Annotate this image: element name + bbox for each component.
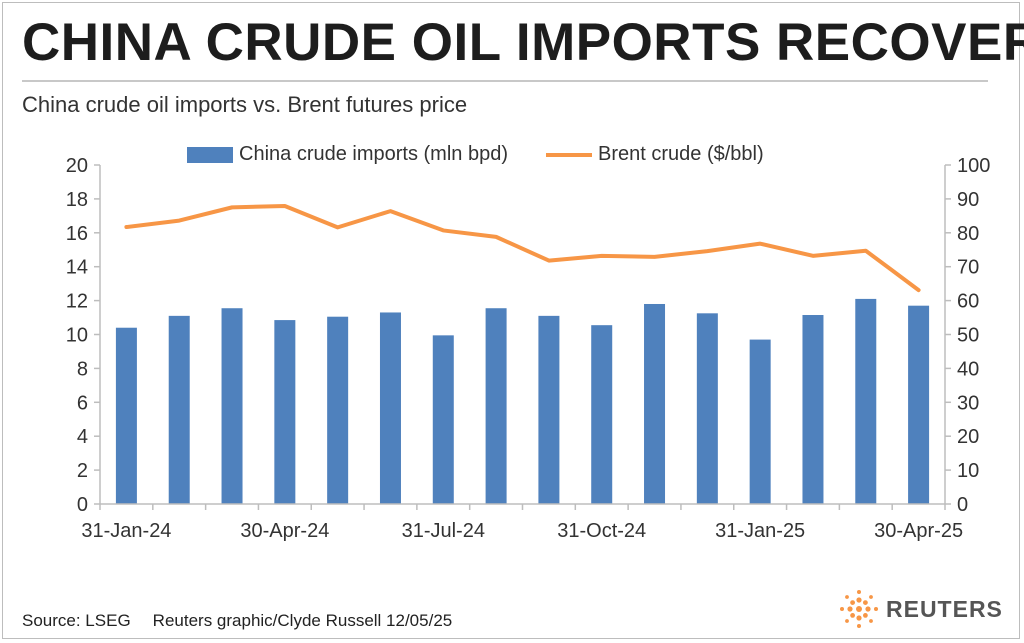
y-right-tick-label: 70 xyxy=(957,257,979,279)
bar-30-Apr-24 xyxy=(274,320,296,504)
brent-price-line xyxy=(124,204,921,293)
legend-swatch-imports xyxy=(187,146,233,163)
y-left-tick-label: 16 xyxy=(66,223,88,245)
y-left-tick-label: 0 xyxy=(77,494,88,516)
y-right-tick-label: 100 xyxy=(957,155,990,177)
x-tick-label: 30-Apr-24 xyxy=(240,520,329,542)
y-left-tick-label: 8 xyxy=(77,358,88,380)
x-tick-label: 30-Apr-25 xyxy=(874,520,963,542)
y-left-tick-label: 10 xyxy=(66,325,88,347)
y-right-tick-label: 90 xyxy=(957,189,979,211)
y-right-tick-label: 80 xyxy=(957,223,979,245)
x-tick-label: 31-Oct-24 xyxy=(557,520,646,542)
bar-31-Dec-24 xyxy=(696,313,718,504)
y-right-tick-label: 50 xyxy=(957,325,979,347)
y-right-tick-label: 60 xyxy=(957,291,979,313)
bar-31-Jan-25 xyxy=(749,339,771,504)
bar-28-Feb-25 xyxy=(802,315,824,504)
bar-31-Oct-24 xyxy=(591,325,613,504)
x-tick-label: 31-Jan-24 xyxy=(81,520,171,542)
x-tick-label: 31-Jan-25 xyxy=(715,520,805,542)
bar-30-Jun-24 xyxy=(379,312,401,504)
bar-31-May-24 xyxy=(327,316,349,504)
y-left-tick-label: 4 xyxy=(77,426,88,448)
bar-30-Apr-25 xyxy=(908,305,930,504)
chart-footer: Source: LSEG Reuters graphic/Clyde Russel… xyxy=(22,611,452,631)
source-note: Source: LSEG xyxy=(22,611,131,630)
chart-title: CHINA CRUDE OIL IMPORTS RECOVER xyxy=(22,13,1024,72)
y-right-tick-label: 0 xyxy=(957,494,968,516)
x-tick-label: 31-Jul-24 xyxy=(402,520,485,542)
credit-note: Reuters graphic/Clyde Russell 12/05/25 xyxy=(152,611,453,630)
bar-31-Aug-24 xyxy=(485,308,507,504)
y-right-tick-label: 40 xyxy=(957,358,979,380)
y-left-tick-label: 2 xyxy=(77,460,88,482)
chart-legend: China crude imports (mln bpd) Brent crud… xyxy=(187,143,764,166)
legend-label-brent: Brent crude ($/bbl) xyxy=(598,143,764,165)
reuters-logo: REUTERS xyxy=(838,588,1003,630)
bar-29-Feb-24 xyxy=(168,315,190,504)
y-left-tick-label: 12 xyxy=(66,291,88,313)
reuters-dot-logo-icon xyxy=(840,590,878,628)
bar-31-Jul-24 xyxy=(432,335,454,504)
legend-swatch-brent xyxy=(546,152,592,157)
y-left-tick-label: 18 xyxy=(66,189,88,211)
chart-subtitle: China crude oil imports vs. Brent future… xyxy=(22,92,468,117)
title-divider xyxy=(22,80,988,82)
bar-31-Mar-24 xyxy=(221,308,243,504)
y-right-tick-label: 20 xyxy=(957,426,979,448)
y-left-tick-label: 20 xyxy=(66,155,88,177)
bar-30-Nov-24 xyxy=(644,303,666,504)
y-left-tick-label: 14 xyxy=(66,257,88,279)
y-left-tick-label: 6 xyxy=(77,392,88,414)
bar-30-Sep-24 xyxy=(538,315,560,504)
bar-31-Mar-25 xyxy=(855,298,877,504)
bar-31-Jan-24 xyxy=(115,327,137,504)
y-right-tick-label: 10 xyxy=(957,460,979,482)
reuters-logo-text: REUTERS xyxy=(886,595,1003,622)
legend-label-imports: China crude imports (mln bpd) xyxy=(239,143,508,165)
y-right-tick-label: 30 xyxy=(957,392,979,414)
